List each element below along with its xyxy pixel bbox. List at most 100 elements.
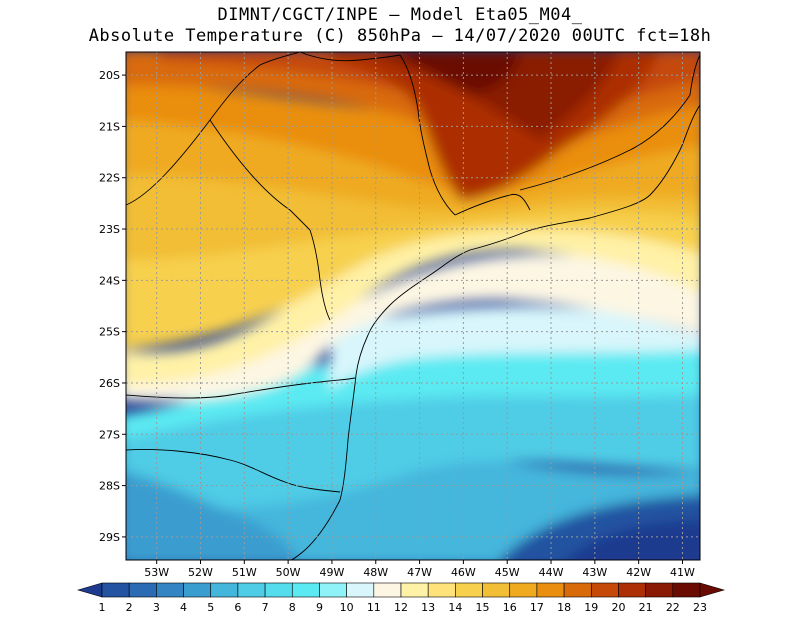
state-border-sp-pr <box>309 229 331 321</box>
band-22 <box>401 52 520 95</box>
band-8 <box>126 390 700 509</box>
lon-label: 49W <box>320 566 345 579</box>
colorbar-cell <box>210 582 239 598</box>
lon-label: 45W <box>495 566 520 579</box>
lat-label: 21S <box>99 120 120 133</box>
state-border-pr-sc <box>126 377 356 399</box>
colorbar-cell <box>618 582 646 598</box>
band-16 <box>126 115 700 211</box>
colorbar-label: 15 <box>476 601 490 614</box>
lat-label: 24S <box>99 274 120 287</box>
colorbar: 1 2 3 4 5 6 7 8 9 10 11 12 13 14 15 16 17 18 19 20 21 22 23 <box>76 582 726 614</box>
lon-label: 42W <box>626 566 651 579</box>
colorbar-cell <box>563 582 592 598</box>
colorbar-cell <box>264 582 293 598</box>
colorbar-label: 1 <box>99 601 106 614</box>
lon-label: 48W <box>363 566 388 579</box>
colorbar-label: 23 <box>693 601 707 614</box>
lon-label: 43W <box>582 566 607 579</box>
colorbar-label: 2 <box>126 601 133 614</box>
band-12 <box>126 254 700 401</box>
colorbar-label: 3 <box>153 601 160 614</box>
state-border-sc-rs <box>126 449 341 493</box>
colorbar-cell <box>291 582 320 598</box>
boundaries <box>126 52 700 560</box>
colorbar-cell <box>645 582 674 598</box>
lon-label: 52W <box>188 566 213 579</box>
longitude-labels: 53W 52W 51W 50W 49W 48W 47W 46W 45W 44W 43W 42W 41W <box>144 566 695 579</box>
colorbar-label: 8 <box>289 601 296 614</box>
gridlines <box>126 52 700 560</box>
colorbar-cell <box>237 582 266 598</box>
colorbar-label: 22 <box>666 601 680 614</box>
lon-label: 53W <box>144 566 169 579</box>
lat-label: 27S <box>99 428 120 441</box>
band-13 <box>126 224 700 385</box>
colorbar-cell <box>509 582 538 598</box>
colorbar-label: 4 <box>180 601 187 614</box>
coastline <box>290 104 700 560</box>
colorbar-label: 6 <box>234 601 241 614</box>
colorbar-label: 13 <box>421 601 435 614</box>
state-border-sp-rj <box>454 193 531 216</box>
lat-label: 26S <box>99 377 120 390</box>
map-frame <box>125 51 701 561</box>
colorbar-label: 5 <box>207 601 214 614</box>
colorbar-cell <box>156 582 184 598</box>
colorbar-label: 9 <box>316 601 323 614</box>
state-border-ms <box>126 52 301 206</box>
lon-label: 41W <box>670 566 695 579</box>
colorbar-label: 17 <box>530 601 544 614</box>
colorbar-label: 16 <box>503 601 517 614</box>
lat-label: 25S <box>99 326 120 339</box>
lon-label: 47W <box>407 566 432 579</box>
colorbar-label: 7 <box>262 601 269 614</box>
band-15 <box>126 170 700 260</box>
lon-label: 46W <box>451 566 476 579</box>
river-parana <box>299 52 401 62</box>
colorbar-cell <box>183 582 212 598</box>
colorbar-label: 12 <box>394 601 408 614</box>
colorbar-cell <box>672 582 701 598</box>
state-border-mg-sp <box>399 54 456 216</box>
band-5 <box>126 471 299 560</box>
band-1 <box>565 520 700 560</box>
state-border-pr-west <box>209 119 311 231</box>
lon-label: 51W <box>232 566 257 579</box>
lat-label: 28S <box>99 480 120 493</box>
colorbar-cell <box>128 582 157 598</box>
lat-label: 20S <box>99 69 120 82</box>
chart-title-line-2: Absolute Temperature (C) 850hPa – 14/07/… <box>88 26 712 46</box>
lon-label: 44W <box>539 566 564 579</box>
band-9 <box>126 345 700 439</box>
colorbar-cell <box>101 582 130 598</box>
colorbar-cell <box>590 582 619 598</box>
axis-ticks <box>122 74 683 564</box>
colorbar-cell <box>400 582 429 598</box>
colorbar-cell <box>455 582 483 598</box>
band-11 <box>330 306 700 390</box>
temperature-field <box>126 52 700 560</box>
colorbar-label: 10 <box>340 601 354 614</box>
lat-label: 22S <box>99 172 120 185</box>
colorbar-cell <box>536 582 565 598</box>
colorbar-arrow-low <box>76 582 103 598</box>
colorbar-cell <box>373 582 402 598</box>
colorbar-cell <box>427 582 456 598</box>
colorbar-label: 11 <box>367 601 381 614</box>
lat-label: 29S <box>99 531 120 544</box>
colorbar-cell <box>319 582 347 598</box>
chart-title-line-1: DIMNT/CGCT/INPE – Model Eta05_M04_ <box>217 5 583 25</box>
latitude-labels: 20S 21S 22S 23S 24S 25S 26S 27S 28S 29S <box>99 69 120 544</box>
colorbar-label: 19 <box>584 601 598 614</box>
colorbar-label: 21 <box>639 601 653 614</box>
colorbar-label: 18 <box>557 601 571 614</box>
colorbar-arrow-high <box>699 582 726 598</box>
colorbar-cell <box>482 582 511 598</box>
band-17 <box>126 80 700 194</box>
state-border-mg-rj-es <box>519 54 700 191</box>
lat-label: 23S <box>99 223 120 236</box>
colorbar-label: 14 <box>448 601 462 614</box>
lon-label: 50W <box>276 566 301 579</box>
